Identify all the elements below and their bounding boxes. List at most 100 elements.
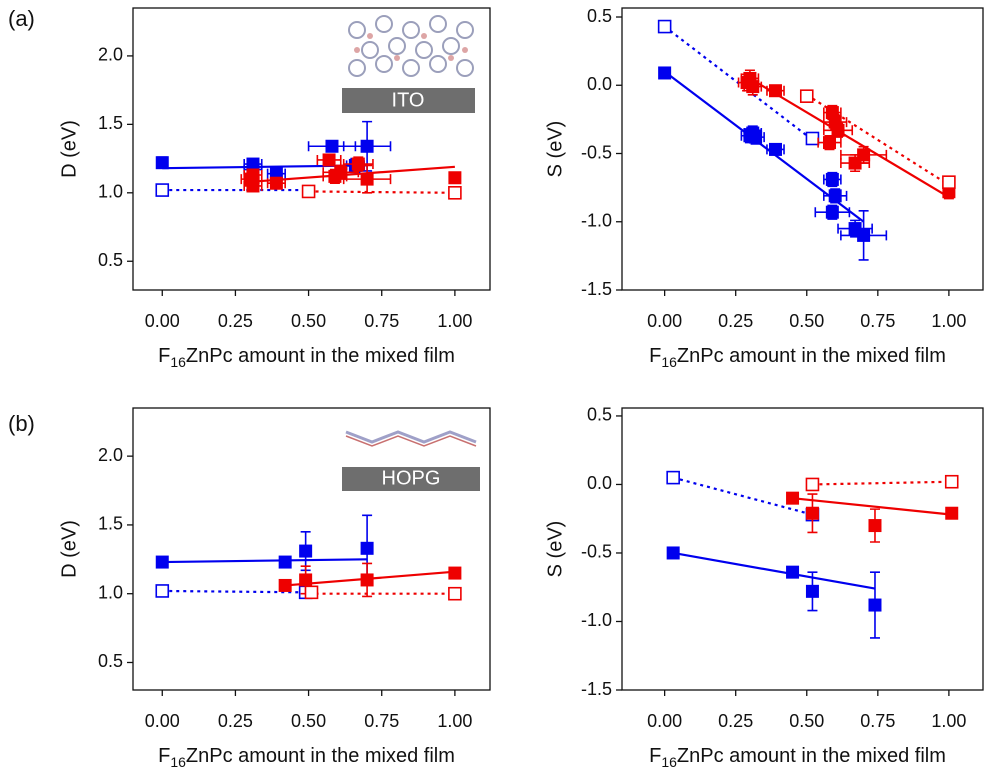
data-point [666, 546, 680, 560]
y-tick-label: 0.5 [98, 651, 123, 671]
data-point [246, 168, 260, 182]
x-tick-label: 0.50 [291, 711, 326, 731]
x-tick-label: 0.25 [718, 311, 753, 331]
data-point [799, 89, 814, 103]
fit-line [792, 497, 952, 516]
x-tick-label: 0.50 [789, 711, 824, 731]
y-tick-label: 0.5 [587, 405, 612, 425]
data-point [155, 183, 170, 197]
x-tick-label: 0.75 [860, 711, 895, 731]
x-tick-label: 1.00 [437, 311, 472, 331]
y-axis-label: S (eV) [544, 121, 566, 178]
x-tick-label: 0.75 [364, 711, 399, 731]
data-point [278, 555, 292, 569]
data-point [945, 506, 959, 520]
x-tick-label: 0.00 [145, 711, 180, 731]
axes-frame [132, 407, 491, 691]
x-axis-label-part: ZnPc amount in the mixed film [186, 745, 455, 767]
data-point [868, 519, 882, 533]
data-point [746, 80, 760, 94]
data-point [857, 148, 871, 162]
data-point [269, 176, 283, 190]
y-axis-label: D (eV) [58, 120, 80, 178]
data-point [322, 153, 336, 167]
y-tick-label: -1.0 [581, 211, 612, 231]
hopg-molecule-illustration [345, 430, 477, 447]
data-point [360, 541, 374, 555]
panel-label: (b) [8, 411, 35, 436]
axes-frame [621, 7, 984, 291]
fit-line [308, 190, 455, 194]
data-point [448, 171, 462, 185]
data-point [448, 566, 462, 580]
data-point [360, 573, 374, 587]
panel-label: (a) [8, 6, 35, 31]
x-tick-label: 1.00 [931, 311, 966, 331]
axes-frame [621, 407, 984, 691]
data-point [768, 142, 782, 156]
y-tick-label: 0.5 [98, 250, 123, 270]
data-point [768, 84, 782, 98]
data-point [805, 584, 819, 598]
x-axis-label-part: ZnPc amount in the mixed film [186, 345, 455, 367]
data-point [825, 205, 839, 219]
hopg-substrate [342, 467, 480, 491]
y-tick-label: 1.0 [98, 182, 123, 202]
y-tick-label: 1.0 [98, 582, 123, 602]
x-axis-label-part: ZnPc amount in the mixed film [677, 745, 946, 767]
y-tick-label: 2.0 [98, 45, 123, 65]
x-tick-label: 0.75 [860, 311, 895, 331]
data-point [448, 186, 462, 200]
data-point [805, 131, 820, 146]
data-point [825, 172, 839, 186]
data-point [304, 585, 319, 600]
x-tick-label: 0.50 [291, 311, 326, 331]
data-point [299, 573, 313, 587]
data-point [786, 565, 800, 579]
x-axis-label-part: F [649, 745, 661, 767]
y-tick-label: 0.5 [587, 6, 612, 26]
y-tick-label: -0.5 [581, 142, 612, 162]
fit-line [162, 558, 368, 564]
data-point [944, 474, 959, 489]
x-axis-label-part: F [158, 745, 170, 767]
x-axis-label: F16ZnPc amount in the mixed film [158, 345, 455, 369]
data-point [868, 598, 882, 612]
y-tick-label: 1.5 [98, 113, 123, 133]
x-axis-label: F16ZnPc amount in the mixed film [649, 345, 946, 369]
data-point [246, 179, 260, 193]
x-tick-label: 0.25 [218, 711, 253, 731]
data-point [942, 175, 956, 189]
data-point [749, 130, 763, 144]
x-tick-label: 0.75 [364, 311, 399, 331]
y-tick-label: 0.0 [587, 473, 612, 493]
data-point [360, 172, 374, 186]
x-tick-label: 0.25 [718, 711, 753, 731]
data-point [155, 584, 170, 598]
data-point [805, 506, 819, 520]
data-point [334, 165, 348, 179]
inset-label: HOPG [382, 467, 441, 489]
y-tick-label: -1.0 [581, 610, 612, 630]
inset-label: ITO [392, 89, 425, 111]
y-tick-label: 1.5 [98, 514, 123, 534]
data-point [278, 578, 292, 592]
y-tick-label: -0.5 [581, 542, 612, 562]
x-axis-label: F16ZnPc amount in the mixed film [649, 745, 946, 769]
x-tick-label: 0.00 [145, 311, 180, 331]
data-point [657, 19, 672, 34]
data-point [351, 157, 365, 171]
y-axis-label: S (eV) [544, 521, 566, 578]
data-point [155, 156, 169, 170]
fit-line [672, 551, 876, 590]
y-tick-label: 0.0 [587, 74, 612, 94]
x-tick-label: 0.50 [789, 311, 824, 331]
data-point [823, 136, 837, 150]
panel: 0.00 0.25 0.50 0.75 1.00 0.5 1.0 1.5 2.0 D (eV) F1… [8, 6, 491, 370]
axes-frame [132, 7, 491, 291]
x-axis-label-part: 16 [661, 354, 677, 370]
x-axis-label-part: F [649, 345, 661, 367]
fit-line [812, 480, 952, 486]
